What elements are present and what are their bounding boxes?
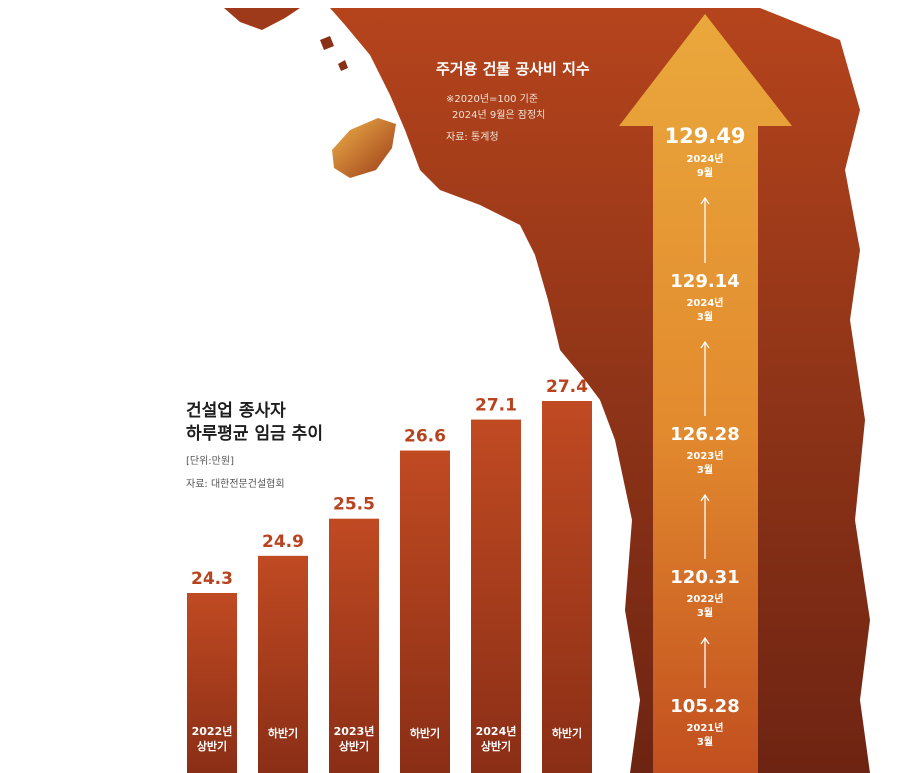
wage-bar-category: 2023년	[334, 724, 375, 738]
index-chart-note: ※2020년=100 기준	[446, 94, 539, 105]
index-point-year: 2024년	[686, 152, 723, 165]
wage-bar-value: 27.4	[546, 377, 588, 397]
index-point-value: 126.28	[670, 424, 739, 445]
index-point-value: 120.31	[670, 567, 739, 588]
index-point-year: 2023년	[686, 449, 723, 462]
wage-bar	[542, 401, 592, 773]
index-connector-arrowhead	[700, 340, 710, 349]
index-point-month: 9월	[697, 167, 713, 179]
wage-bar	[329, 518, 379, 773]
wage-bar-category: 하반기	[410, 726, 440, 740]
wage-bar	[258, 555, 308, 773]
rock-chip	[332, 118, 396, 178]
wage-chart-source: 자료: 대한전문건설협회	[186, 479, 285, 490]
rock-top-fragment	[224, 8, 300, 30]
wage-chart-title-line: 건설업 종사자	[186, 401, 286, 421]
wage-bar-value: 27.1	[475, 396, 517, 416]
wage-bar-category: 2024년	[476, 724, 517, 738]
index-points: 105.28 2021년 3월 120.31 2022년 3월 126.28 2023년 3월 1…	[664, 124, 745, 748]
index-chart-source: 자료: 통계청	[446, 132, 499, 143]
wage-bar-category-sub: 상반기	[481, 739, 511, 753]
wage-bar-category-sub: 상반기	[339, 739, 369, 753]
wage-bar-category-sub: 상반기	[197, 739, 227, 753]
wage-chart-title-line: 하루평균 임금 추이	[186, 424, 323, 444]
wage-bar-value: 24.9	[262, 532, 304, 552]
index-point-month: 3월	[697, 311, 713, 323]
wage-bar	[400, 450, 450, 773]
index-point-year: 2024년	[686, 296, 723, 309]
index-chart-note: 2024년 9월은 잠정치	[452, 110, 546, 121]
index-connector-arrowhead	[700, 493, 710, 502]
index-connector-arrowhead	[700, 196, 710, 205]
index-point-year: 2021년	[686, 721, 723, 734]
index-point-month: 3월	[697, 464, 713, 476]
index-point-value: 129.14	[670, 271, 739, 292]
wage-bar	[187, 593, 237, 773]
index-point-value: 129.49	[664, 124, 745, 148]
rock-chip-small	[338, 60, 348, 71]
index-point-month: 3월	[697, 736, 713, 748]
index-chart-title: 주거용 건물 공사비 지수	[436, 60, 590, 78]
wage-chart-title: 건설업 종사자 하루평균 임금 추이	[186, 400, 323, 446]
index-connector-arrowhead	[700, 636, 710, 645]
index-point-year: 2022년	[686, 592, 723, 605]
rock-chip-small	[320, 36, 334, 50]
index-point-month: 3월	[697, 607, 713, 619]
wage-bar-value: 24.3	[191, 569, 233, 589]
wage-bar-value: 26.6	[404, 427, 446, 447]
wage-bars: 24.32022년상반기24.9하반기25.52023년상반기26.6하반기27…	[187, 377, 592, 773]
wage-bar-category: 2022년	[192, 724, 233, 738]
wage-bar-value: 25.5	[333, 495, 375, 515]
wage-chart-unit: [단위:만원]	[186, 456, 234, 467]
index-point-value: 105.28	[670, 696, 739, 717]
wage-bar-category: 하반기	[268, 726, 298, 740]
wage-bar	[471, 419, 521, 773]
wage-bar-category: 하반기	[552, 726, 582, 740]
